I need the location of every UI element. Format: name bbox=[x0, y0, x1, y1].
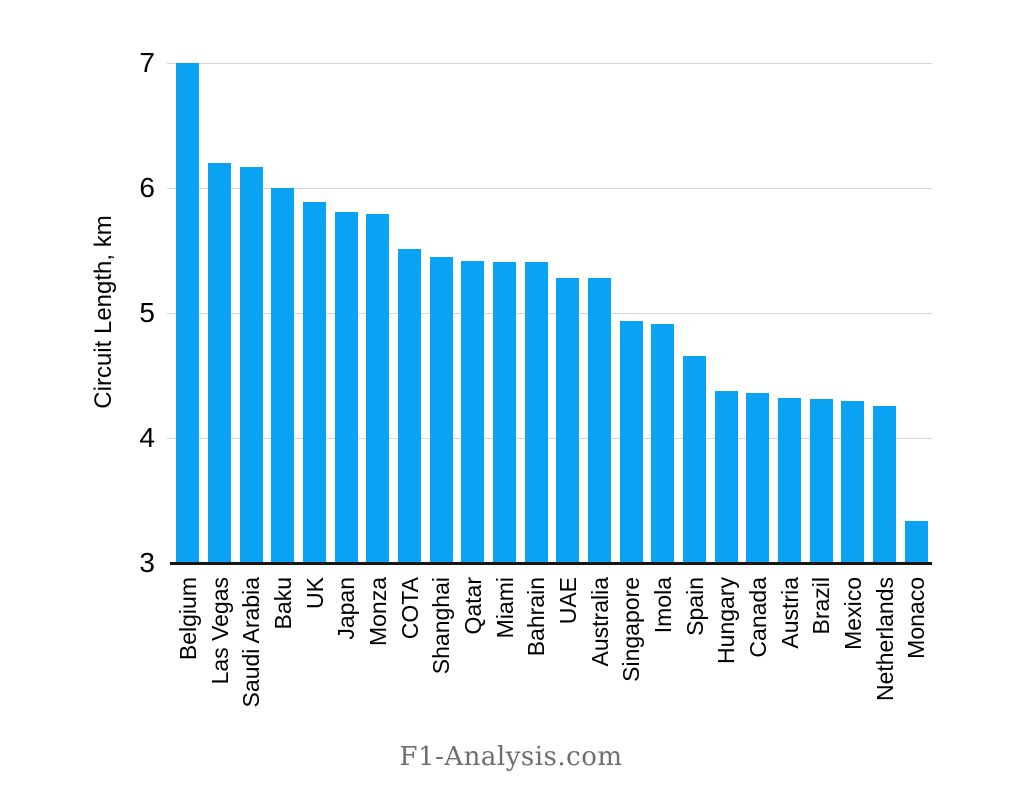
bar-monaco bbox=[904, 520, 928, 563]
bar-mexico bbox=[841, 400, 865, 563]
x-label-miami: Miami bbox=[491, 577, 518, 639]
x-label-monaco: Monaco bbox=[903, 577, 930, 659]
x-label-uae: UAE bbox=[554, 577, 581, 625]
bar-miami bbox=[493, 261, 516, 563]
gridline-7 bbox=[167, 63, 932, 64]
bar-singapore bbox=[619, 320, 643, 563]
bar-brazil bbox=[809, 399, 833, 563]
x-label-singapore: Singapore bbox=[618, 577, 645, 682]
bar-netherlands bbox=[873, 405, 896, 563]
x-label-brazil: Brazil bbox=[808, 577, 835, 635]
bar-bahrain bbox=[524, 261, 548, 563]
bar-las-vegas bbox=[208, 163, 231, 563]
y-tick-label-4: 4 bbox=[139, 422, 155, 453]
bar-cota bbox=[398, 249, 421, 563]
bar-japan bbox=[334, 211, 358, 563]
x-label-saudi-arabia: Saudi Arabia bbox=[238, 577, 265, 708]
x-label-uk: UK bbox=[301, 577, 328, 609]
gridline-5 bbox=[167, 313, 932, 314]
gridline-4 bbox=[167, 438, 932, 439]
x-label-japan: Japan bbox=[333, 577, 360, 640]
x-label-netherlands: Netherlands bbox=[871, 577, 898, 702]
gridline-6 bbox=[167, 188, 932, 189]
bar-uk bbox=[303, 201, 326, 563]
x-axis-line bbox=[170, 562, 932, 565]
x-label-imola: Imola bbox=[649, 577, 676, 634]
x-label-shanghai: Shanghai bbox=[428, 577, 455, 675]
bar-shanghai bbox=[429, 256, 453, 563]
y-tick-label-6: 6 bbox=[139, 172, 155, 203]
site-watermark: F1-Analysis.com bbox=[399, 742, 623, 772]
x-label-bahrain: Bahrain bbox=[523, 577, 550, 657]
bar-australia bbox=[588, 278, 611, 563]
x-label-belgium: Belgium bbox=[174, 577, 201, 661]
y-tick-label-3: 3 bbox=[139, 547, 155, 578]
x-label-canada: Canada bbox=[744, 577, 771, 658]
y-tick-label-5: 5 bbox=[139, 297, 155, 328]
x-label-monza: Monza bbox=[364, 577, 391, 647]
x-label-qatar: Qatar bbox=[459, 577, 486, 635]
bar-baku bbox=[271, 188, 295, 563]
x-label-las-vegas: Las Vegas bbox=[206, 577, 233, 685]
x-label-mexico: Mexico bbox=[839, 577, 866, 650]
bar-monza bbox=[366, 214, 390, 563]
bar-austria bbox=[778, 398, 801, 563]
x-label-cota: COTA bbox=[396, 577, 423, 640]
bar-uae bbox=[556, 278, 580, 563]
x-label-baku: Baku bbox=[269, 577, 296, 630]
x-label-spain: Spain bbox=[681, 577, 708, 636]
bar-imola bbox=[651, 324, 675, 563]
bar-hungary bbox=[714, 390, 738, 563]
x-label-hungary: Hungary bbox=[713, 577, 740, 664]
bar-canada bbox=[746, 393, 770, 563]
bar-saudi-arabia bbox=[239, 166, 263, 563]
bar-spain bbox=[683, 355, 706, 563]
x-label-australia: Australia bbox=[586, 577, 613, 667]
y-tick-label-7: 7 bbox=[139, 47, 155, 78]
bar-qatar bbox=[461, 260, 485, 563]
x-label-austria: Austria bbox=[776, 577, 803, 649]
bar-belgium bbox=[176, 63, 200, 563]
